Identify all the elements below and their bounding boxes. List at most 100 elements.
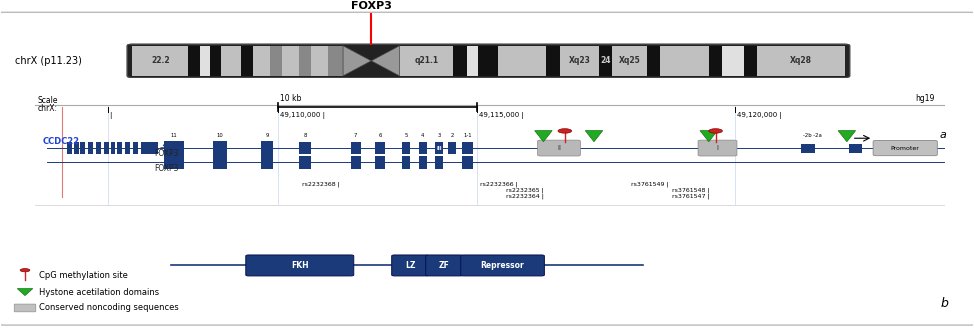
Bar (560, 46, 599, 76)
Circle shape (558, 129, 572, 133)
Text: Xq28: Xq28 (790, 56, 812, 65)
Bar (351, 156, 360, 169)
Bar (241, 46, 252, 76)
Bar (200, 46, 209, 76)
Text: chrX:: chrX: (38, 104, 57, 113)
Text: CpG methylation site: CpG methylation site (39, 271, 128, 280)
FancyBboxPatch shape (15, 304, 36, 312)
Polygon shape (343, 46, 371, 76)
Text: FOXP3: FOXP3 (154, 149, 179, 158)
Text: ZF: ZF (438, 261, 450, 270)
Text: CCDC22: CCDC22 (43, 137, 80, 146)
Polygon shape (535, 131, 552, 142)
Text: FOXP3: FOXP3 (351, 1, 392, 11)
Bar (419, 156, 427, 169)
Bar (188, 46, 200, 76)
Text: 4: 4 (421, 133, 425, 138)
Text: 5: 5 (404, 133, 408, 138)
Text: a: a (939, 130, 946, 140)
Text: 24: 24 (600, 56, 611, 65)
Text: rs3761549 |: rs3761549 | (631, 181, 668, 187)
Polygon shape (585, 131, 603, 142)
Text: III: III (436, 146, 442, 151)
Text: 10 kb: 10 kb (280, 94, 301, 103)
Text: rs2232366 |: rs2232366 | (480, 181, 518, 187)
Bar (435, 142, 443, 154)
Bar (212, 141, 227, 155)
Bar (221, 46, 241, 76)
FancyBboxPatch shape (426, 255, 463, 276)
Bar (660, 46, 709, 76)
Bar (252, 46, 270, 76)
Bar (375, 142, 385, 154)
Text: q21.1: q21.1 (414, 56, 438, 65)
Text: Xq25: Xq25 (618, 56, 640, 65)
Text: rs2232365 |: rs2232365 | (506, 188, 544, 193)
Bar (399, 46, 453, 76)
Bar (311, 46, 328, 76)
Polygon shape (838, 131, 855, 142)
Bar (546, 46, 560, 76)
Text: rs3761547 |: rs3761547 | (672, 194, 709, 199)
Text: 3: 3 (437, 133, 441, 138)
Text: rs2232364 |: rs2232364 | (506, 194, 544, 199)
Bar (81, 142, 86, 154)
Bar (212, 155, 227, 169)
Bar (209, 46, 221, 76)
Bar (402, 142, 410, 154)
Bar (164, 156, 183, 169)
Bar (613, 46, 647, 76)
Text: Repressor: Repressor (481, 261, 524, 270)
Bar (261, 155, 273, 169)
Text: FKH: FKH (291, 261, 309, 270)
Text: -2b -2a: -2b -2a (804, 133, 822, 138)
Text: 11: 11 (170, 133, 177, 138)
Text: |: | (109, 112, 111, 119)
Text: LZ: LZ (405, 261, 416, 270)
Bar (164, 155, 183, 169)
Bar (328, 46, 343, 76)
Bar (118, 142, 123, 154)
Text: 49,110,000 |: 49,110,000 | (280, 112, 325, 119)
Bar (299, 46, 311, 76)
Text: Scale: Scale (38, 96, 58, 105)
Bar (132, 46, 188, 76)
Bar (848, 144, 862, 153)
Bar (67, 142, 72, 154)
Text: chrX (p11.23): chrX (p11.23) (16, 56, 82, 66)
Bar (164, 141, 183, 155)
Text: 22.2: 22.2 (151, 56, 169, 65)
Bar (758, 46, 844, 76)
Bar (281, 46, 299, 76)
Bar (802, 144, 815, 153)
Text: II: II (557, 145, 561, 151)
Bar (111, 142, 116, 154)
Bar (448, 142, 456, 154)
Text: rs2232368 |: rs2232368 | (302, 181, 340, 187)
Text: 6: 6 (378, 133, 382, 138)
Bar (375, 156, 385, 169)
Circle shape (709, 129, 723, 133)
FancyBboxPatch shape (698, 140, 737, 156)
Text: 49,115,000 |: 49,115,000 | (479, 112, 524, 119)
Bar (498, 46, 546, 76)
Text: I: I (717, 145, 719, 151)
Polygon shape (18, 289, 33, 296)
Bar (299, 142, 311, 154)
FancyBboxPatch shape (392, 255, 429, 276)
Bar (744, 46, 758, 76)
Text: Xq23: Xq23 (569, 56, 590, 65)
Bar (402, 156, 410, 169)
Bar (96, 142, 101, 154)
Bar (599, 46, 613, 76)
Bar (164, 142, 183, 154)
Bar (467, 46, 478, 76)
Bar (462, 156, 473, 169)
Polygon shape (371, 46, 399, 76)
Bar (709, 46, 723, 76)
Text: Promoter: Promoter (891, 146, 919, 151)
Polygon shape (700, 131, 718, 142)
FancyBboxPatch shape (245, 255, 354, 276)
Bar (89, 142, 94, 154)
Text: 7: 7 (354, 133, 357, 138)
